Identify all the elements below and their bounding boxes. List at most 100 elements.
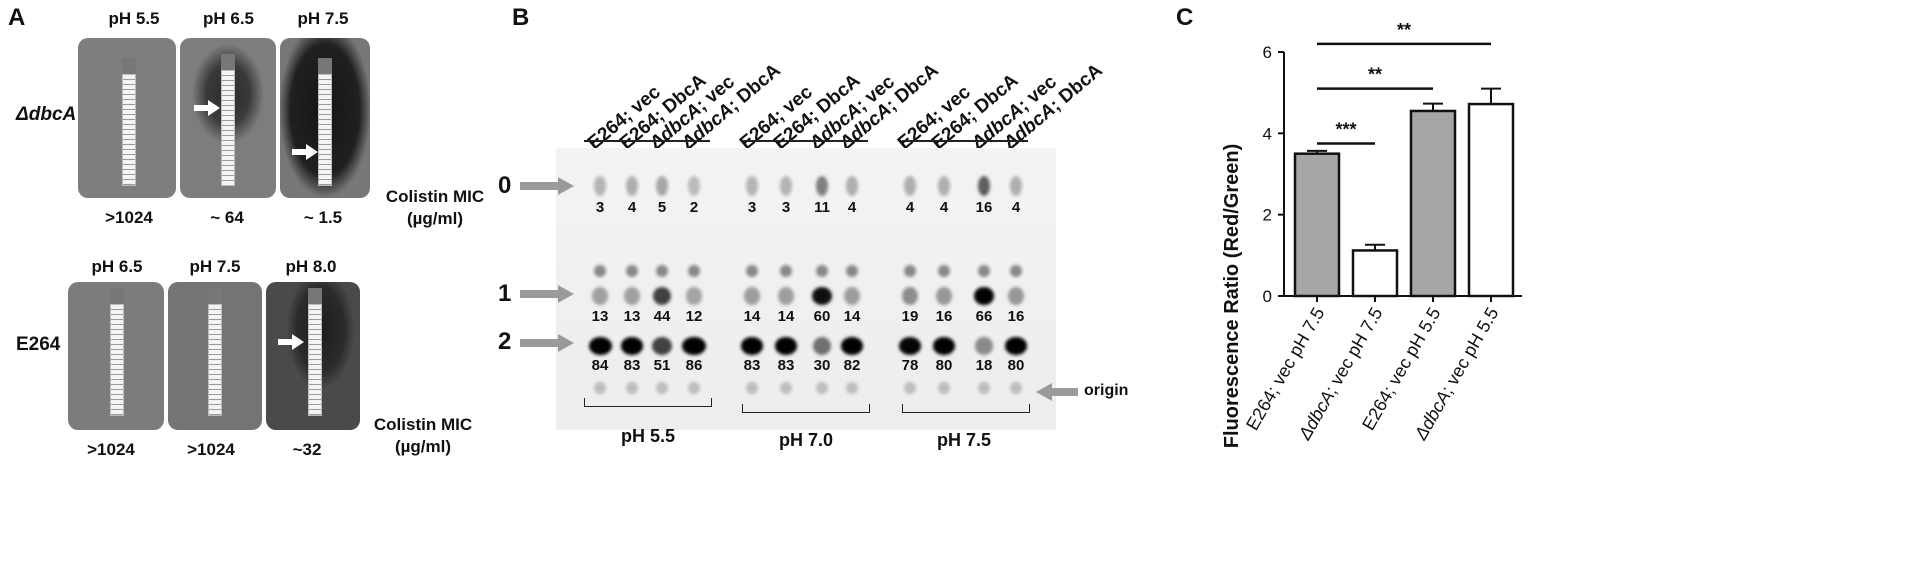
- spot-row-1: [1008, 287, 1024, 305]
- percent-value: 83: [743, 357, 761, 374]
- spot-row-1: [744, 287, 760, 305]
- spot-row-1: [686, 287, 702, 305]
- percent-value: 16: [1007, 308, 1025, 325]
- percent-value: 80: [935, 357, 953, 374]
- spot-row-0: [846, 176, 858, 196]
- spot-origin: [626, 382, 638, 394]
- plate-dbca-ph55: [78, 38, 176, 198]
- spot-extra: [594, 265, 606, 277]
- spot-extra: [626, 265, 638, 277]
- y-tick-label: 4: [1263, 124, 1272, 143]
- percent-value: 13: [623, 308, 641, 325]
- panel-b-letter: B: [512, 4, 530, 31]
- percent-value: 51: [653, 357, 671, 374]
- spot-row-1: [844, 287, 860, 305]
- percent-value: 4: [1011, 199, 1021, 216]
- row1-mic-value: ~ 1.5: [303, 208, 343, 227]
- spot-row-2: [651, 337, 673, 355]
- spot-row-0: [626, 176, 638, 196]
- spot-row-1: [902, 287, 918, 305]
- spot-row-2: [740, 337, 764, 355]
- spot-origin: [846, 382, 858, 394]
- row1-ph-label: pH 6.5: [202, 9, 255, 28]
- spot-row-2: [840, 337, 864, 355]
- percent-value: 4: [939, 199, 949, 216]
- spot-row-0: [746, 176, 758, 196]
- row-2-arrow-icon: [520, 334, 574, 352]
- row2-mic-value: >1024: [187, 440, 235, 459]
- spot-extra: [904, 265, 916, 277]
- spot-extra: [1010, 265, 1022, 277]
- bar: [1351, 249, 1399, 298]
- percent-value: 4: [627, 199, 637, 216]
- row-marker-1: 1: [498, 280, 512, 307]
- spot-row-0: [656, 176, 668, 196]
- spot-row-1: [652, 287, 672, 305]
- percent-value: 14: [743, 308, 761, 325]
- plate-e264-ph65: [68, 282, 164, 430]
- spot-extra: [938, 265, 950, 277]
- bar: [1409, 109, 1457, 298]
- spot-origin: [688, 382, 700, 394]
- spot-row-0: [1010, 176, 1022, 196]
- spot-origin: [816, 382, 828, 394]
- y-tick-label: 6: [1263, 43, 1272, 62]
- fluorescence-ratio-chart: Fluorescence Ratio (Red/Green) 0246E264;…: [1221, 20, 1522, 449]
- spot-origin: [746, 382, 758, 394]
- percent-value: 84: [591, 357, 609, 374]
- spot-extra: [746, 265, 758, 277]
- row2-ph-label: pH 8.0: [285, 257, 337, 276]
- row1-mic-label: Colistin MIC (µg/ml): [385, 187, 485, 228]
- percent-value: 44: [653, 308, 671, 325]
- row2-ph-label: pH 6.5: [91, 257, 143, 276]
- row1-strain-label: ΔdbcA: [16, 104, 77, 125]
- percent-value: 3: [595, 199, 605, 216]
- percent-value: 30: [813, 357, 831, 374]
- row2-mic-value: ~32: [292, 440, 322, 459]
- percent-value: 80: [1007, 357, 1025, 374]
- percent-value: 11: [814, 199, 830, 216]
- spot-origin: [978, 382, 990, 394]
- panel-c-letter: C: [1176, 4, 1194, 31]
- spot-row-2: [774, 337, 798, 355]
- spot-origin: [780, 382, 792, 394]
- origin-label: origin: [1084, 382, 1129, 399]
- row2-mic-label: Colistin MIC (µg/ml): [373, 415, 473, 456]
- row1-mic-value: >1024: [105, 208, 153, 227]
- percent-value: 16: [975, 199, 993, 216]
- spot-extra: [816, 265, 828, 277]
- spot-row-0: [904, 176, 916, 196]
- row-marker-0: 0: [498, 172, 512, 199]
- percent-value: 4: [847, 199, 857, 216]
- spot-origin: [1010, 382, 1022, 394]
- percent-value: 83: [777, 357, 795, 374]
- group-line: [902, 140, 1028, 142]
- spot-origin: [594, 382, 606, 394]
- spot-row-2: [588, 337, 612, 355]
- percent-value: 16: [935, 308, 953, 325]
- spot-origin: [656, 382, 668, 394]
- group-line: [584, 140, 710, 142]
- spot-row-1: [812, 287, 832, 305]
- row-marker-2: 2: [498, 328, 512, 355]
- y-axis-label: Fluorescence Ratio (Red/Green): [1221, 144, 1243, 449]
- spot-extra: [978, 265, 990, 277]
- significance-label: ***: [1335, 120, 1356, 140]
- percent-value: 19: [901, 308, 919, 325]
- spot-row-2: [1004, 337, 1028, 355]
- plate-dbca-ph75: [280, 38, 370, 198]
- group-label: pH 7.5: [936, 430, 992, 450]
- row2-mic-value: >1024: [87, 440, 135, 459]
- percent-value: 83: [623, 357, 641, 374]
- spot-extra: [780, 265, 792, 277]
- spot-extra: [656, 265, 668, 277]
- percent-value: 18: [975, 357, 993, 374]
- spot-row-1: [592, 287, 608, 305]
- percent-value: 78: [901, 357, 919, 374]
- spot-row-0: [978, 176, 990, 196]
- y-tick-label: 0: [1263, 287, 1272, 306]
- spot-row-2: [898, 337, 922, 355]
- bar: [1467, 102, 1515, 298]
- spot-row-0: [780, 176, 792, 196]
- percent-value: 14: [843, 308, 861, 325]
